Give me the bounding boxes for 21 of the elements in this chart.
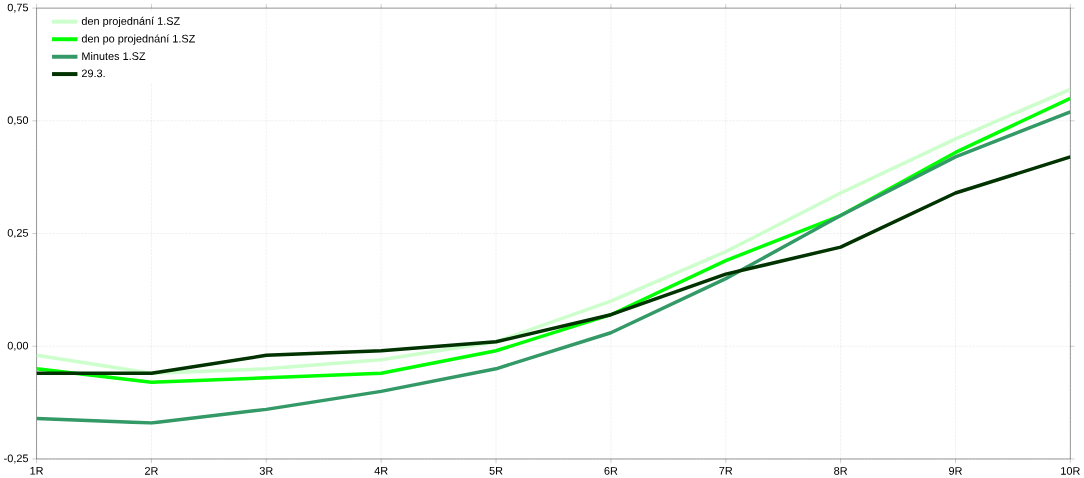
x-tick-label: 6R [604,466,618,475]
y-tick-label: -0,25 [4,454,29,464]
x-tick-label: 7R [719,466,733,475]
legend-label: den projednání 1.SZ [81,16,180,27]
y-tick-label: 0,50 [7,116,29,126]
x-tick-label: 3R [259,466,273,475]
x-tick-label: 8R [834,466,848,475]
line-series [36,154,1071,375]
legend-label: 29.3. [81,69,105,77]
x-tick-label: 4R [374,466,388,475]
x-tick-label: 9R [949,466,962,475]
x-tick-label: 1R [30,466,44,475]
y-tick-label: 0,25 [7,228,29,238]
legend-label: den po projednání 1.SZ [81,34,195,45]
y-tick-label: 0,75 [7,3,29,13]
x-tick-label: 10R [1061,466,1080,475]
line-series [36,109,1071,425]
legend-label: Minutes 1.SZ [82,51,146,60]
x-tick-label: 5R [489,466,503,475]
x-tick-label: 2R [145,466,158,475]
y-tick-label: 0,00 [7,341,29,351]
